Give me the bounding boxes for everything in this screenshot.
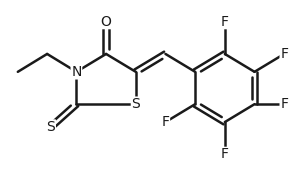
Text: O: O xyxy=(101,15,111,29)
Text: F: F xyxy=(280,97,288,111)
Text: F: F xyxy=(162,115,169,129)
Text: F: F xyxy=(221,147,229,161)
Text: S: S xyxy=(47,120,55,134)
Text: S: S xyxy=(131,97,140,111)
Text: F: F xyxy=(221,15,229,29)
Text: F: F xyxy=(280,47,288,61)
Text: N: N xyxy=(71,65,82,79)
